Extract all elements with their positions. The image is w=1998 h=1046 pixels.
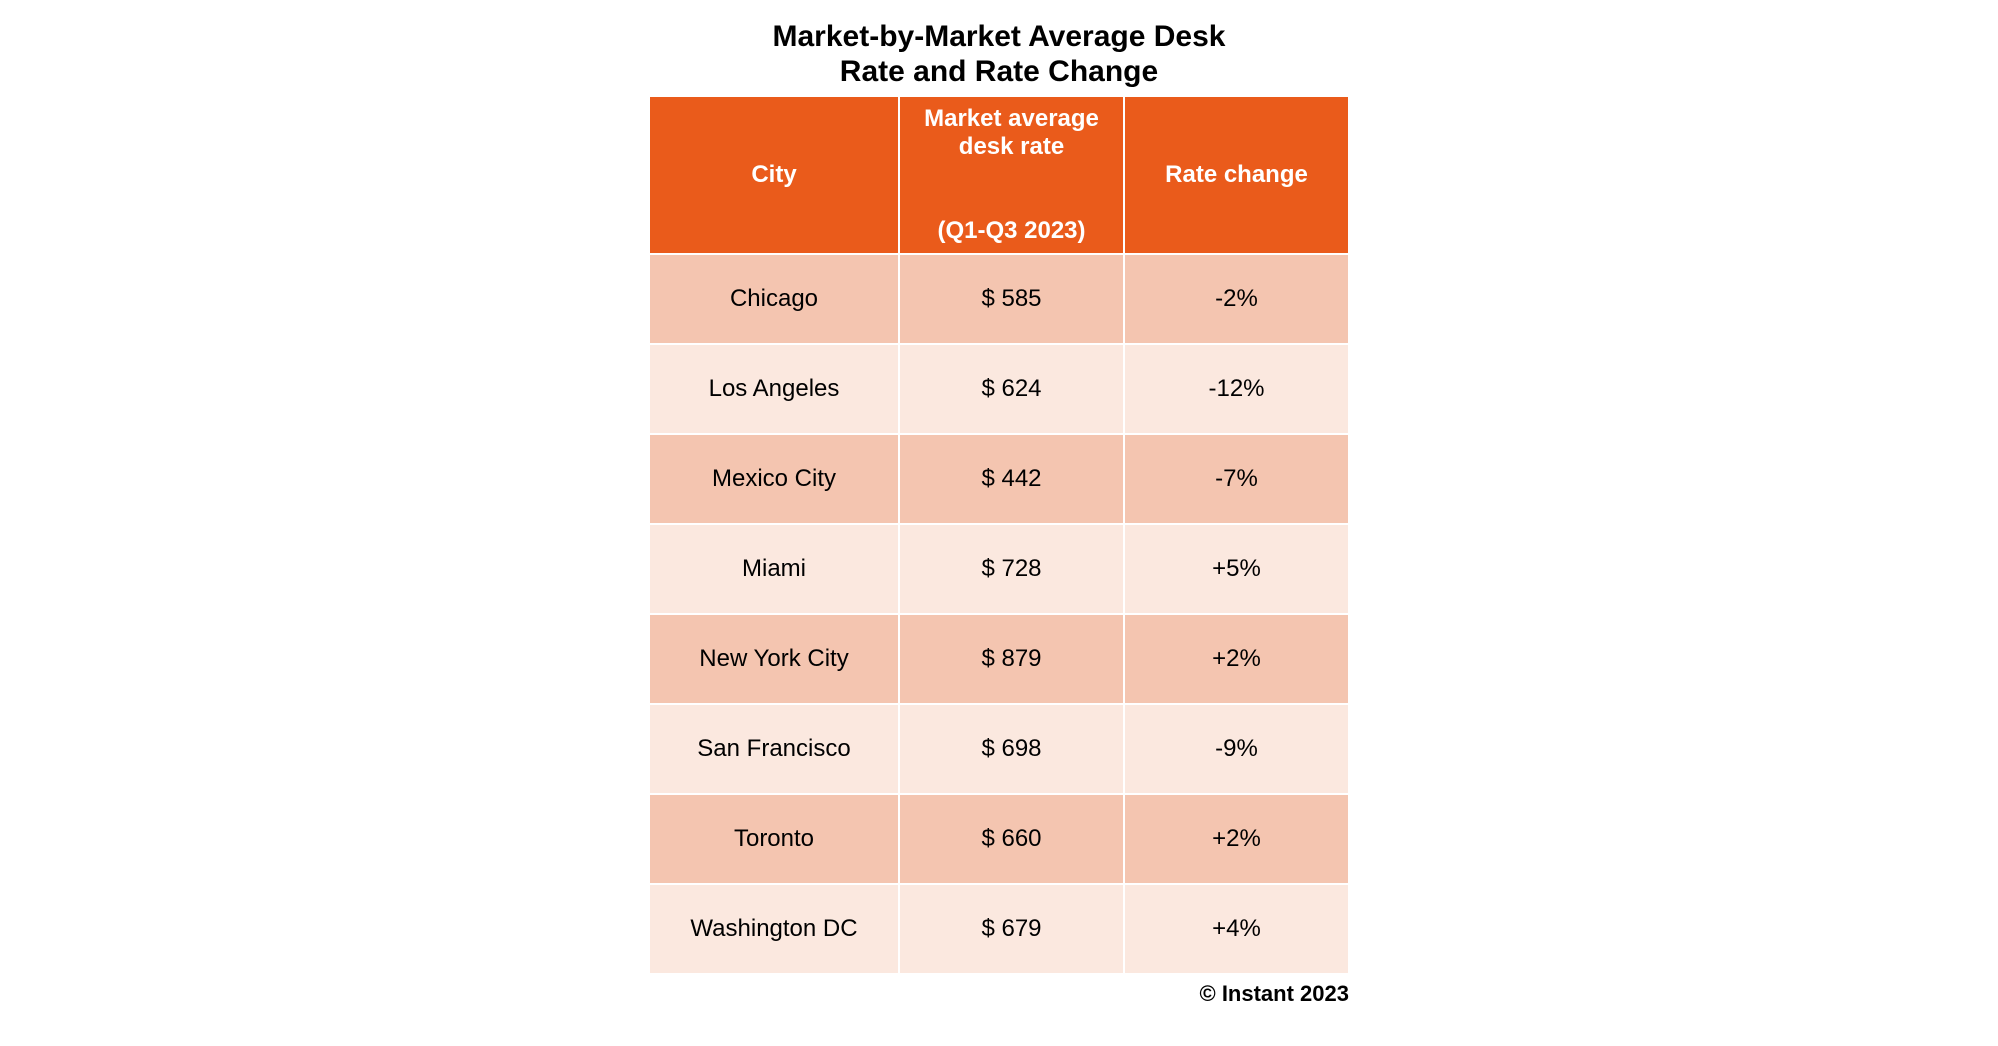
cell-city: Los Angeles xyxy=(649,344,899,434)
cell-change: +5% xyxy=(1124,524,1349,614)
cell-rate: $ 698 xyxy=(899,704,1124,794)
cell-city: New York City xyxy=(649,614,899,704)
cell-rate: $ 442 xyxy=(899,434,1124,524)
cell-rate: $ 624 xyxy=(899,344,1124,434)
table-row: Washington DC$ 679+4% xyxy=(649,884,1349,974)
table-row: Mexico City$ 442-7% xyxy=(649,434,1349,524)
cell-change: -12% xyxy=(1124,344,1349,434)
copyright-text: © Instant 2023 xyxy=(649,981,1349,1007)
col-header-avg-rate: Market average desk rate(Q1-Q3 2023) xyxy=(899,96,1124,254)
table-row: San Francisco$ 698-9% xyxy=(649,704,1349,794)
table-row: Los Angeles$ 624-12% xyxy=(649,344,1349,434)
chart-title: Market-by-Market Average Desk Rate and R… xyxy=(773,20,1226,89)
cell-city: Washington DC xyxy=(649,884,899,974)
col-header-rate-change: Rate change xyxy=(1124,96,1349,254)
cell-rate: $ 660 xyxy=(899,794,1124,884)
desk-rate-table: City Market average desk rate(Q1-Q3 2023… xyxy=(648,95,1350,975)
cell-rate: $ 728 xyxy=(899,524,1124,614)
cell-city: Mexico City xyxy=(649,434,899,524)
table-header: City Market average desk rate(Q1-Q3 2023… xyxy=(649,96,1349,254)
canvas: Market-by-Market Average Desk Rate and R… xyxy=(0,0,1998,1046)
col-header-city: City xyxy=(649,96,899,254)
cell-change: -9% xyxy=(1124,704,1349,794)
chart-title-line1: Market-by-Market Average Desk xyxy=(773,20,1226,53)
cell-change: -7% xyxy=(1124,434,1349,524)
cell-change: -2% xyxy=(1124,254,1349,344)
table-row: Miami$ 728+5% xyxy=(649,524,1349,614)
cell-city: Chicago xyxy=(649,254,899,344)
table-row: New York City$ 879+2% xyxy=(649,614,1349,704)
table-header-row: City Market average desk rate(Q1-Q3 2023… xyxy=(649,96,1349,254)
cell-change: +4% xyxy=(1124,884,1349,974)
table-row: Chicago$ 585-2% xyxy=(649,254,1349,344)
cell-city: Toronto xyxy=(649,794,899,884)
cell-change: +2% xyxy=(1124,614,1349,704)
cell-city: Miami xyxy=(649,524,899,614)
table-row: Toronto$ 660+2% xyxy=(649,794,1349,884)
cell-city: San Francisco xyxy=(649,704,899,794)
cell-change: +2% xyxy=(1124,794,1349,884)
chart-title-line2: Rate and Rate Change xyxy=(840,55,1158,88)
cell-rate: $ 585 xyxy=(899,254,1124,344)
table-body: Chicago$ 585-2%Los Angeles$ 624-12%Mexic… xyxy=(649,254,1349,974)
cell-rate: $ 679 xyxy=(899,884,1124,974)
cell-rate: $ 879 xyxy=(899,614,1124,704)
